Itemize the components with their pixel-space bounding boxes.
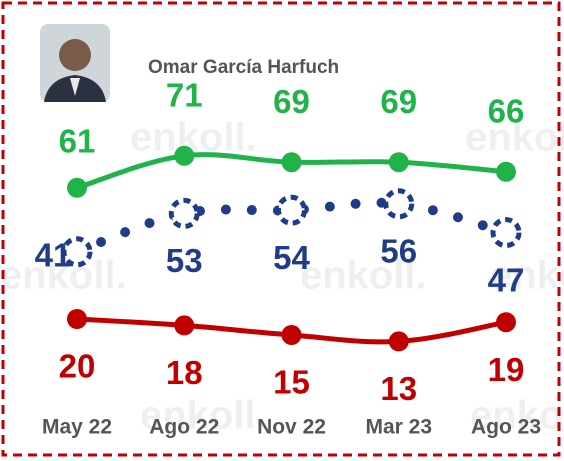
data-label: 66: [488, 93, 525, 130]
x-tick-label: Ago 23: [471, 416, 541, 439]
marker: [279, 197, 305, 223]
data-label: 53: [166, 242, 203, 279]
marker: [496, 312, 516, 332]
data-label: 41: [35, 237, 72, 274]
marker: [496, 162, 516, 182]
data-label: 54: [273, 239, 310, 276]
marker: [386, 191, 412, 217]
marker: [174, 146, 194, 166]
avatar: [40, 24, 110, 102]
data-label: 56: [380, 233, 417, 270]
x-tick-label: Nov 22: [257, 416, 326, 439]
marker: [389, 331, 409, 351]
x-tick-label: Mar 23: [365, 416, 432, 439]
x-tick-label: Ago 22: [149, 416, 219, 439]
data-label: 20: [59, 348, 96, 385]
data-label: 19: [488, 351, 525, 388]
data-label: 13: [380, 370, 417, 407]
chart-title: Omar García Harfuch: [148, 57, 339, 78]
marker: [389, 152, 409, 172]
chart: Omar García Harfuch enkoll.enkoll.enkoll…: [0, 0, 564, 461]
data-label: 47: [488, 261, 525, 298]
marker: [282, 325, 302, 345]
marker: [282, 152, 302, 172]
marker: [174, 315, 194, 335]
data-label: 61: [59, 123, 96, 160]
marker: [171, 200, 197, 226]
marker: [67, 309, 87, 329]
data-label: 71: [166, 77, 203, 114]
data-label: 69: [273, 83, 310, 120]
x-tick-label: May 22: [42, 416, 112, 439]
marker: [67, 178, 87, 198]
data-label: 69: [380, 83, 417, 120]
page: Omar García Harfuch enkoll.enkoll.enkoll…: [0, 0, 564, 461]
data-label: 15: [273, 364, 310, 401]
marker: [493, 220, 519, 246]
data-label: 18: [166, 354, 203, 391]
